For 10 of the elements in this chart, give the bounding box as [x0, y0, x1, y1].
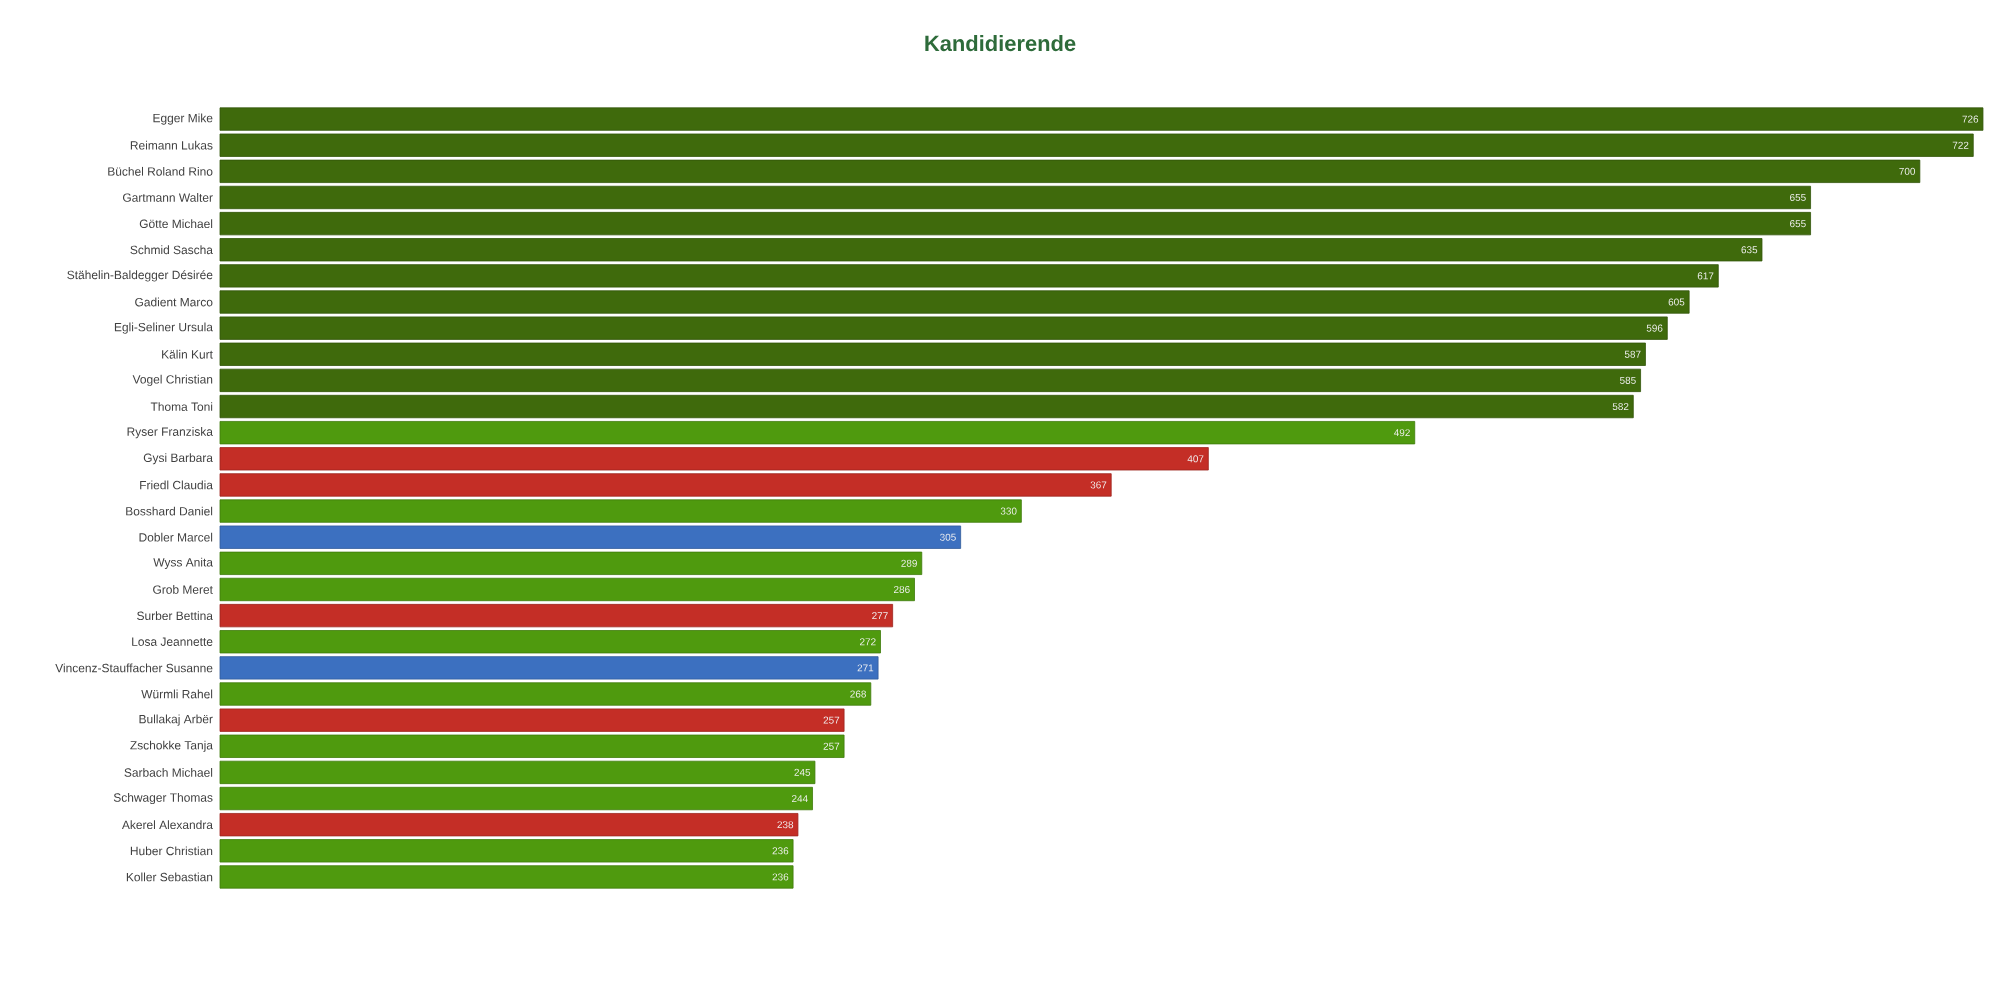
- chart-title: Kandidierende: [925, 35, 1076, 52]
- bar: [219, 656, 879, 680]
- bar: [219, 603, 894, 628]
- bar: [219, 708, 845, 732]
- bar: [219, 421, 1416, 445]
- bar: [219, 499, 1022, 523]
- bar: [219, 630, 881, 654]
- bar: [219, 525, 962, 549]
- bar: [219, 682, 872, 706]
- bar: [219, 813, 799, 837]
